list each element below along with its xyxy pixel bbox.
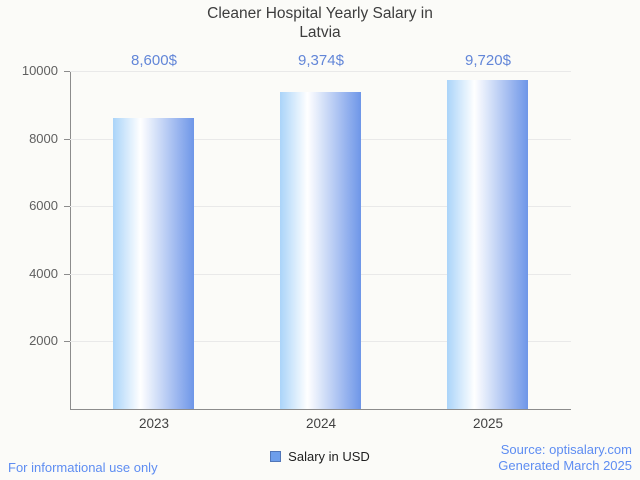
y-axis-tick — [64, 341, 70, 343]
y-axis-tick-label: 6000 — [29, 198, 58, 214]
generated-line: Generated March 2025 — [498, 458, 632, 473]
chart-title: Cleaner Hospital Yearly Salary in Latvia — [207, 5, 433, 41]
legend-marker-icon — [270, 451, 282, 462]
y-axis-tick — [64, 206, 70, 208]
y-axis-line — [70, 71, 71, 409]
plot-area — [70, 71, 571, 410]
y-axis-tick — [64, 71, 70, 72]
x-axis-category-label: 2023 — [138, 416, 170, 431]
y-axis-tick — [64, 138, 70, 140]
x-axis-category-label: 2025 — [472, 416, 504, 431]
y-axis-tick — [64, 273, 70, 275]
bar-value-label: 8,600$ — [131, 52, 177, 69]
gridline — [70, 71, 571, 72]
bar-2023 — [113, 118, 194, 409]
disclaimer-text: For informational use only — [8, 460, 158, 475]
legend-label: Salary in USD — [288, 449, 370, 464]
source-text: Source: optisalary.com Generated March 2… — [498, 442, 632, 474]
x-axis-line — [70, 409, 571, 410]
y-axis-tick-label: 8000 — [29, 130, 58, 146]
bar-value-label: 9,720$ — [465, 52, 511, 69]
y-axis-tick-label: 10000 — [21, 63, 58, 78]
source-line: Source: optisalary.com — [500, 442, 632, 457]
bar-2025 — [447, 80, 528, 409]
bar-value-label: 9,374$ — [298, 52, 344, 69]
legend: Salary in USD — [0, 449, 640, 464]
x-axis-category-label: 2024 — [305, 416, 337, 431]
y-axis-tick-label: 2000 — [29, 333, 58, 349]
y-axis-tick-label: 4000 — [29, 265, 58, 281]
bar-2024 — [280, 92, 361, 409]
